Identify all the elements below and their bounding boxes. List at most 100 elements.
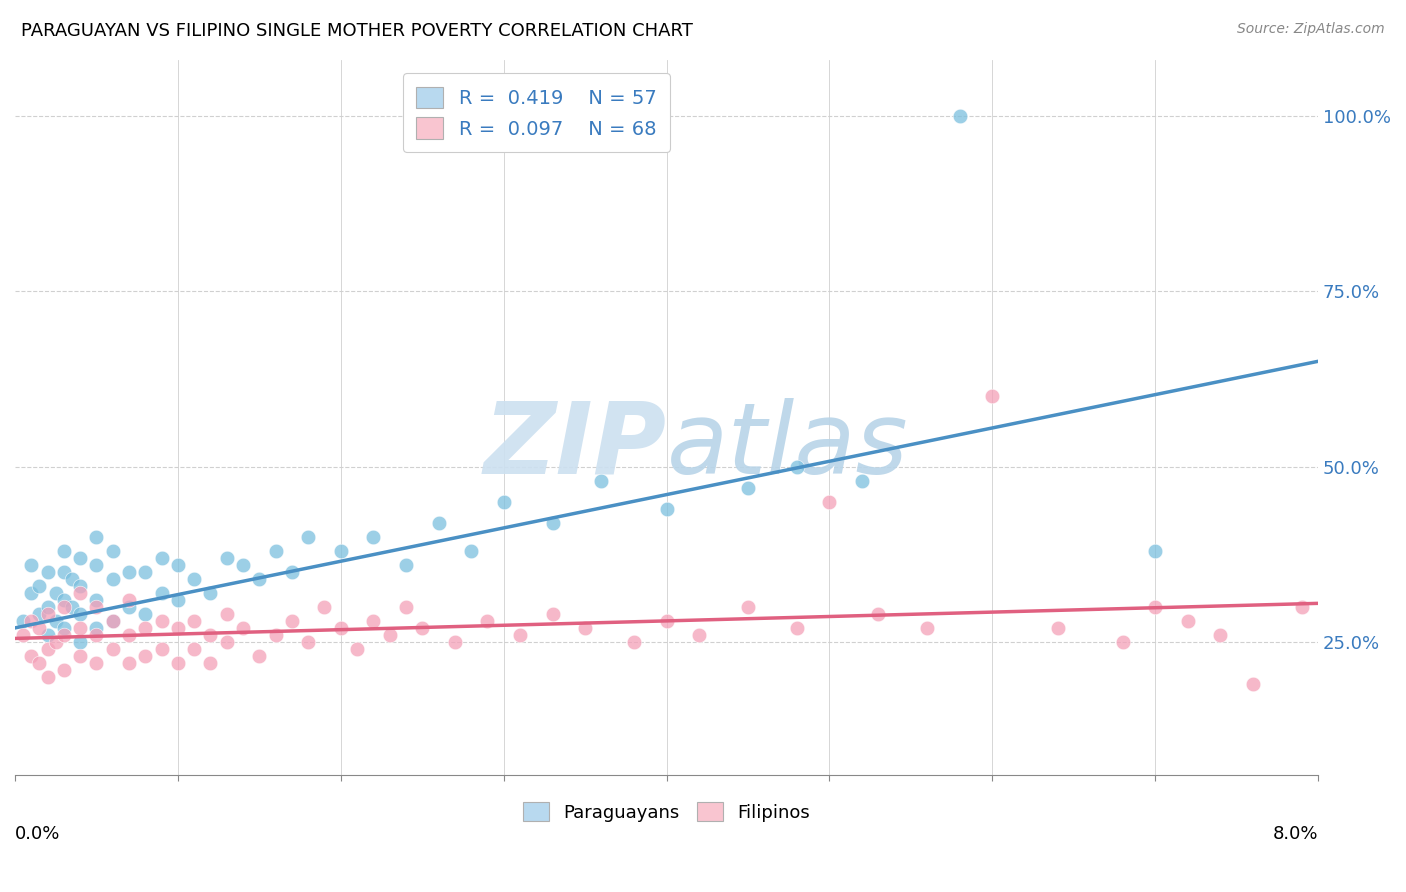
Text: Source: ZipAtlas.com: Source: ZipAtlas.com <box>1237 22 1385 37</box>
Point <box>183 572 205 586</box>
Point <box>1291 599 1313 614</box>
Text: 0.0%: 0.0% <box>15 825 60 843</box>
Point <box>52 599 75 614</box>
Point <box>215 635 238 649</box>
Point <box>118 599 141 614</box>
Point <box>247 648 270 663</box>
Point <box>52 628 75 642</box>
Point <box>20 586 42 600</box>
Point <box>232 558 254 572</box>
Point <box>281 614 304 628</box>
Point <box>11 628 34 642</box>
Point <box>101 642 124 657</box>
Point <box>200 656 222 670</box>
Point <box>868 607 890 621</box>
Point <box>11 614 34 628</box>
Point <box>264 628 287 642</box>
Point <box>215 550 238 565</box>
Point <box>37 599 59 614</box>
Point <box>167 621 190 635</box>
Point <box>1241 677 1264 691</box>
Point <box>52 592 75 607</box>
Point <box>492 494 515 508</box>
Point <box>69 621 91 635</box>
Point <box>86 599 108 614</box>
Point <box>314 599 336 614</box>
Point <box>37 670 59 684</box>
Point <box>1111 635 1133 649</box>
Point <box>851 474 873 488</box>
Text: 8.0%: 8.0% <box>1272 825 1319 843</box>
Point <box>69 648 91 663</box>
Point <box>20 614 42 628</box>
Point <box>150 550 173 565</box>
Point <box>395 558 418 572</box>
Point <box>52 565 75 579</box>
Point <box>134 621 156 635</box>
Point <box>86 530 108 544</box>
Point <box>183 642 205 657</box>
Point <box>183 614 205 628</box>
Point <box>655 501 678 516</box>
Point <box>20 558 42 572</box>
Point <box>60 599 83 614</box>
Point <box>86 628 108 642</box>
Point <box>118 656 141 670</box>
Point <box>86 558 108 572</box>
Point <box>69 607 91 621</box>
Point <box>1209 628 1232 642</box>
Point <box>200 586 222 600</box>
Point <box>134 607 156 621</box>
Point <box>477 614 499 628</box>
Point <box>427 516 450 530</box>
Point <box>28 607 51 621</box>
Point <box>45 586 67 600</box>
Point <box>86 621 108 635</box>
Point <box>460 543 482 558</box>
Point <box>28 656 51 670</box>
Text: ZIP: ZIP <box>484 398 666 494</box>
Point <box>509 628 531 642</box>
Point <box>134 648 156 663</box>
Point <box>37 607 59 621</box>
Point <box>86 656 108 670</box>
Legend: Paraguayans, Filipinos: Paraguayans, Filipinos <box>515 793 818 830</box>
Point <box>86 592 108 607</box>
Point <box>45 635 67 649</box>
Point <box>167 592 190 607</box>
Point <box>215 607 238 621</box>
Point <box>297 635 319 649</box>
Point <box>623 635 645 649</box>
Point <box>28 621 51 635</box>
Point <box>541 607 564 621</box>
Point <box>363 614 385 628</box>
Point <box>786 459 808 474</box>
Point <box>329 543 352 558</box>
Point <box>411 621 433 635</box>
Text: atlas: atlas <box>666 398 908 494</box>
Point <box>915 621 938 635</box>
Point <box>655 614 678 628</box>
Point <box>37 628 59 642</box>
Point <box>1177 614 1199 628</box>
Point <box>150 586 173 600</box>
Point <box>378 628 401 642</box>
Point <box>118 565 141 579</box>
Point <box>167 558 190 572</box>
Point <box>69 635 91 649</box>
Point <box>200 628 222 642</box>
Point <box>52 621 75 635</box>
Point <box>118 592 141 607</box>
Point <box>247 572 270 586</box>
Point <box>443 635 465 649</box>
Text: PARAGUAYAN VS FILIPINO SINGLE MOTHER POVERTY CORRELATION CHART: PARAGUAYAN VS FILIPINO SINGLE MOTHER POV… <box>21 22 693 40</box>
Point <box>737 481 759 495</box>
Point <box>101 572 124 586</box>
Point <box>688 628 710 642</box>
Point <box>37 565 59 579</box>
Point <box>346 642 368 657</box>
Point <box>786 621 808 635</box>
Point <box>101 543 124 558</box>
Point <box>1144 543 1167 558</box>
Point <box>101 614 124 628</box>
